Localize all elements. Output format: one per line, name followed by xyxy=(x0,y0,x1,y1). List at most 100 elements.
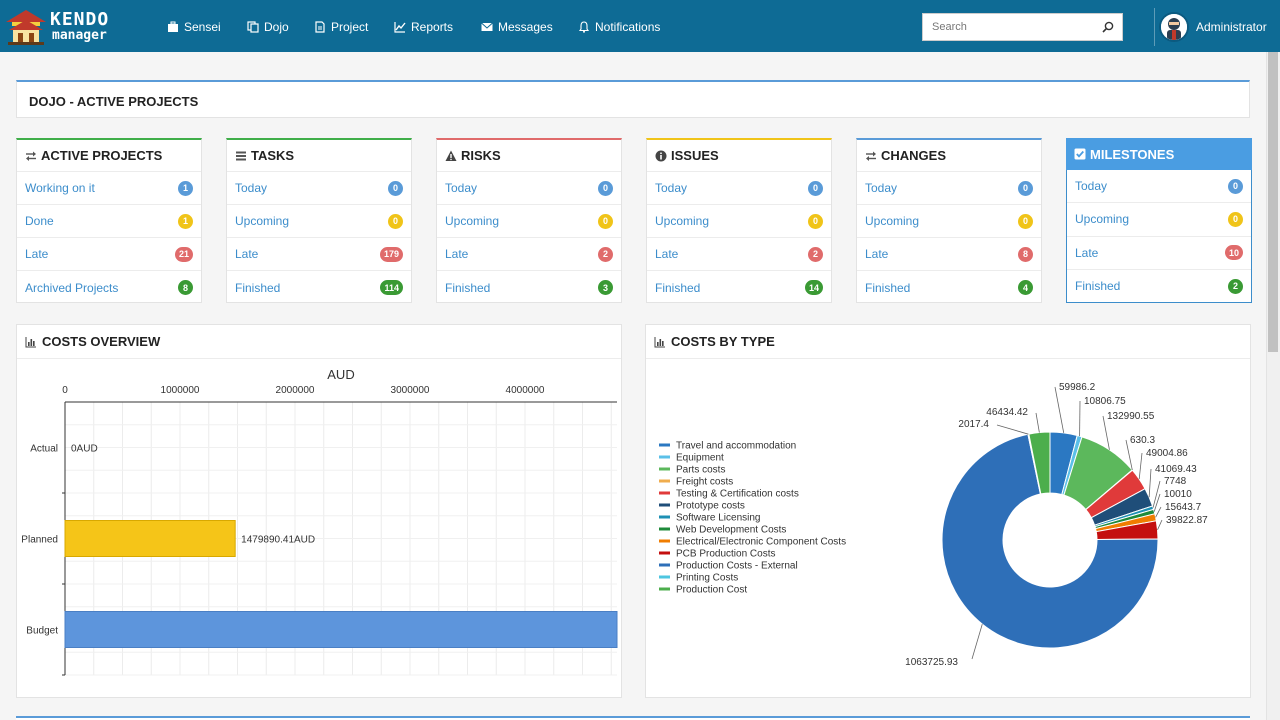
panel-row[interactable]: Today 0 xyxy=(227,172,411,205)
slice-value-label: 630.3 xyxy=(1130,435,1155,446)
panel-row-label[interactable]: Today xyxy=(1075,179,1108,194)
panel-header[interactable]: RISKS xyxy=(437,140,621,172)
panel-row-label[interactable]: Finished xyxy=(655,280,701,295)
panel-row[interactable]: Late 2 xyxy=(437,238,621,271)
count-badge: 0 xyxy=(598,180,613,196)
panel-row[interactable]: Today 0 xyxy=(647,172,831,205)
count-badge: 1 xyxy=(178,180,193,196)
legend-swatch xyxy=(659,503,670,507)
panel-row[interactable]: Finished 3 xyxy=(437,271,621,304)
panel-row-label[interactable]: Finished xyxy=(1075,279,1121,294)
count-badge: 0 xyxy=(388,180,403,196)
panel-row[interactable]: Done 1 xyxy=(17,205,201,238)
copy-icon xyxy=(247,21,259,33)
panel-row-label[interactable]: Working on it xyxy=(25,181,95,195)
search-icon[interactable] xyxy=(1102,21,1114,33)
nav-messages[interactable]: Messages xyxy=(481,18,553,36)
panel-row-label[interactable]: Upcoming xyxy=(865,214,920,228)
panel-row[interactable]: Late 2 xyxy=(647,238,831,271)
slice-value-label: 15643.7 xyxy=(1165,502,1202,513)
panel-row-label[interactable]: Finished xyxy=(445,280,491,295)
panel-row[interactable]: Upcoming 0 xyxy=(437,205,621,238)
panel-row[interactable]: Late 8 xyxy=(857,238,1041,271)
slice-value-label: 7748 xyxy=(1164,476,1187,487)
panel-row[interactable]: Today 0 xyxy=(857,172,1041,205)
slice-connector xyxy=(1157,519,1163,531)
panel-row[interactable]: Finished 14 xyxy=(647,271,831,304)
bar-value-label: 1479890.41AUD xyxy=(241,535,315,546)
panel-row-label[interactable]: Today xyxy=(655,181,688,195)
panel-header[interactable]: ACTIVE PROJECTS xyxy=(17,140,201,172)
count-badge: 1 xyxy=(178,213,193,229)
panel-row-label[interactable]: Archived Projects xyxy=(25,280,119,295)
panel-row[interactable]: Finished 4 xyxy=(857,271,1041,304)
panel-row-label[interactable]: Today xyxy=(235,181,268,195)
bar-planned xyxy=(64,520,236,557)
panel-row-label[interactable]: Upcoming xyxy=(655,214,710,228)
panel-row-label[interactable]: Upcoming xyxy=(445,214,500,228)
legend-swatch xyxy=(659,455,670,459)
panel-row[interactable]: Late 21 xyxy=(17,238,201,271)
count-badge: 4 xyxy=(1018,280,1033,295)
panel-row-label[interactable]: Today xyxy=(865,181,898,195)
panel-row[interactable]: Upcoming 0 xyxy=(227,205,411,238)
slice-connector xyxy=(1138,452,1143,480)
nav-dojo[interactable]: Dojo xyxy=(247,18,289,36)
dojo-logo-icon xyxy=(6,10,46,45)
panel-title: ACTIVE PROJECTS xyxy=(41,148,163,163)
slice-connector xyxy=(996,424,1029,435)
panel-row[interactable]: Late 179 xyxy=(227,238,411,271)
panel-issues: ISSUES Today 0 Upcoming 0 Late 2 Finished 14 xyxy=(646,138,832,303)
panel-row[interactable]: Late 10 xyxy=(1067,237,1251,270)
page-title-box: DOJO - ACTIVE PROJECTS xyxy=(16,80,1250,118)
panel-row[interactable]: Finished 2 xyxy=(1067,270,1251,303)
panel-row[interactable]: Today 0 xyxy=(1067,170,1251,204)
panel-row-label[interactable]: Done xyxy=(25,214,54,228)
slice-value-label: 41069.43 xyxy=(1155,464,1197,475)
nav-notifications[interactable]: Notifications xyxy=(578,18,660,36)
slice-12 xyxy=(1028,431,1051,495)
panel-row-label[interactable]: Late xyxy=(1075,245,1099,260)
panel-row[interactable]: Archived Projects 8 xyxy=(17,271,201,304)
panel-row-label[interactable]: Upcoming xyxy=(235,214,290,228)
panel-row[interactable]: Upcoming 0 xyxy=(1067,203,1251,237)
panel-row-label[interactable]: Late xyxy=(235,247,259,261)
user-menu-name[interactable]: Administrator xyxy=(1196,20,1267,34)
panel-row-label[interactable]: Upcoming xyxy=(1075,212,1130,227)
scrollbar-thumb[interactable] xyxy=(1268,52,1278,352)
kendo-manager-logo[interactable]: KENDO manager xyxy=(4,6,124,46)
x-tick-label: 1000000 xyxy=(161,385,200,396)
panel-header[interactable]: CHANGES xyxy=(857,140,1041,172)
panel-row-label[interactable]: Finished xyxy=(865,280,911,295)
panel-row[interactable]: Upcoming 0 xyxy=(857,205,1041,238)
panel-header[interactable]: TASKS xyxy=(227,140,411,172)
panel-row[interactable]: Today 0 xyxy=(437,172,621,205)
search-input[interactable] xyxy=(923,14,1093,40)
panel-row-label[interactable]: Late xyxy=(25,247,49,261)
panel-row-label[interactable]: Late xyxy=(655,247,679,261)
panel-title: TASKS xyxy=(251,148,295,163)
panel-row-label[interactable]: Late xyxy=(865,247,889,261)
panel-header[interactable]: MILESTONES xyxy=(1066,138,1252,170)
panel-row[interactable]: Finished 114 xyxy=(227,271,411,304)
panel-row[interactable]: Working on it 1 xyxy=(17,172,201,205)
slice-value-label: 59986.2 xyxy=(1059,382,1096,393)
panel-row[interactable]: Upcoming 0 xyxy=(647,205,831,238)
nav-sensei[interactable]: Sensei xyxy=(167,18,221,36)
nav-reports[interactable]: Reports xyxy=(394,18,453,36)
page-title: DOJO - ACTIVE PROJECTS xyxy=(29,94,199,109)
panel-row-label[interactable]: Finished xyxy=(235,280,281,295)
avatar[interactable] xyxy=(1159,12,1189,42)
nav-project[interactable]: Project xyxy=(314,18,368,36)
line-chart-icon xyxy=(394,22,406,33)
bar-budget xyxy=(64,611,618,648)
legend-item: Freight costs xyxy=(676,477,733,488)
nav-label: Project xyxy=(331,20,369,34)
legend-item: PCB Production Costs xyxy=(676,549,776,560)
y-category-label: Budget xyxy=(26,626,58,637)
legend-swatch xyxy=(659,443,670,447)
panel-row-label[interactable]: Late xyxy=(445,247,469,261)
panel-row-label[interactable]: Today xyxy=(445,181,478,195)
panel-header[interactable]: ISSUES xyxy=(647,140,831,172)
bar-value-label: 0AUD xyxy=(71,444,98,455)
